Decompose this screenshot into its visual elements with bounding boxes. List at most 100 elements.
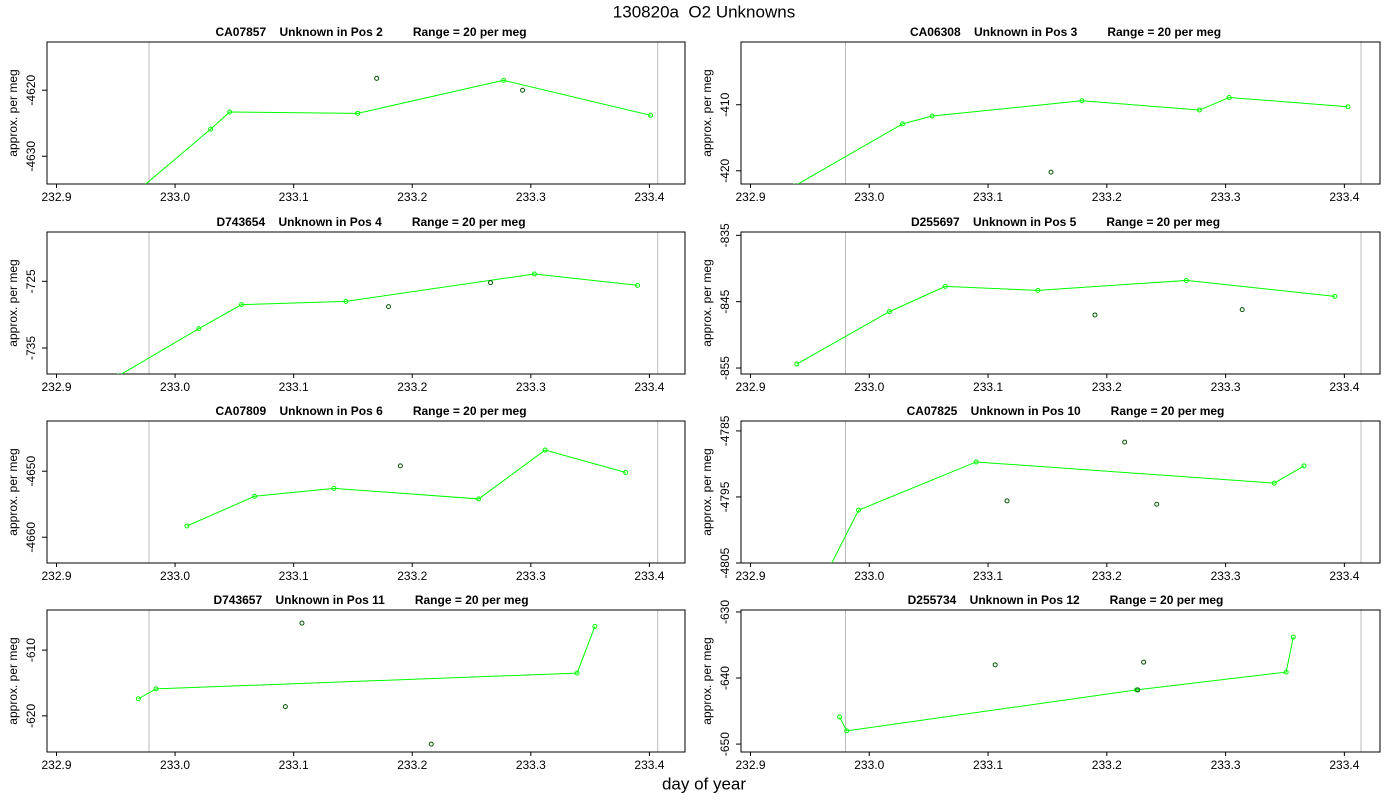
x-tick-label: 233.4 [1329,190,1359,204]
x-tick-label: 233.1 [973,569,1003,583]
y-axis-label: approx. per meg [6,448,20,535]
data-point [501,77,507,83]
data-point [252,493,258,499]
y-axis-label: approx. per meg [700,637,714,724]
panel: D743657 Unknown in Pos 11 Range = 20 per… [6,593,686,772]
x-tick-label: 233.0 [854,190,884,204]
panel: CA07809 Unknown in Pos 6 Range = 20 per … [6,404,686,583]
series-line [796,279,1335,365]
data-point [1004,498,1010,504]
y-tick-label: -845 [718,289,732,313]
y-tick-label: -855 [718,356,732,380]
panel-title: CA07857 Unknown in Pos 2 Range = 20 per … [215,25,526,39]
y-tick-label: -835 [718,223,732,247]
data-point [374,75,380,81]
panel-title: D255734 Unknown in Pos 12 Range = 20 per… [908,593,1224,607]
plot-frame [740,609,1381,753]
data-point [837,714,843,720]
data-point [942,283,948,289]
x-tick-label: 232.9 [41,758,71,772]
data-point [428,741,434,747]
panel: D743654 Unknown in Pos 4 Range = 20 per … [6,215,686,394]
y-tick-label: -4805 [718,547,732,578]
y-tick-label: -650 [718,732,732,756]
data-point [531,271,537,277]
data-point [1345,104,1351,110]
plot-area [184,447,629,529]
x-tick-label: 233.3 [516,569,546,583]
data-point [1290,634,1296,640]
data-point [574,670,580,676]
data-point [992,662,998,668]
y-tick-label: -4795 [718,481,732,512]
data-point [282,704,288,710]
panel-title: CA07809 Unknown in Pos 6 Range = 20 per … [215,404,526,418]
data-point [1154,501,1160,507]
y-axis-label: approx. per meg [6,637,20,724]
data-point [153,686,159,692]
x-tick-label: 233.1 [279,190,309,204]
x-tick-label: 232.9 [735,190,765,204]
y-tick-label: -4785 [718,415,732,446]
x-tick-label: 233.0 [854,380,884,394]
plot-area [792,94,1351,184]
data-point [116,373,120,374]
y-axis-label: approx. per meg [700,69,714,156]
x-tick-label: 233.4 [634,190,664,204]
panel-title: D743657 Unknown in Pos 11 Range = 20 per… [213,593,528,607]
plot-frame [46,231,686,375]
data-point [794,361,800,367]
data-point [635,282,641,288]
series-line [120,273,638,374]
data-point [1141,659,1147,665]
x-tick-label: 233.4 [634,569,664,583]
x-tick-label: 233.3 [516,758,546,772]
data-point [137,187,141,191]
data-point [520,87,526,93]
x-tick-label: 233.0 [854,569,884,583]
data-point [299,620,305,626]
x-tick-label: 233.2 [1092,569,1122,583]
y-tick-label: -4660 [24,522,38,553]
panel: D255697 Unknown in Pos 5 Range = 20 per … [700,215,1381,394]
x-tick-label: 233.2 [1092,190,1122,204]
x-tick-label: 233.2 [1092,758,1122,772]
data-point [1271,480,1277,486]
data-point [1283,669,1289,675]
y-axis-label: approx. per meg [700,259,714,346]
data-point [238,302,244,308]
plot-area [837,634,1296,734]
data-point [227,109,233,115]
plot-frame [46,41,686,185]
y-tick-label: -4620 [24,75,38,106]
y-tick-label: -620 [24,704,38,728]
data-point [1035,287,1041,293]
data-point [592,623,598,629]
data-point [397,463,403,469]
x-tick-label: 233.2 [397,569,427,583]
panel-title: D255697 Unknown in Pos 5 Range = 20 per … [911,215,1220,229]
data-point [542,447,548,453]
x-axis-label: day of year [662,774,746,793]
x-tick-label: 232.9 [735,569,765,583]
plot-frame [46,420,686,564]
data-point [1048,169,1054,175]
data-point [623,470,629,476]
data-point [331,485,337,491]
data-point [343,298,349,304]
data-point [1183,277,1189,283]
data-point [1092,312,1098,318]
series-line [796,96,1348,184]
y-axis-label: approx. per meg [700,448,714,535]
data-point [208,126,214,132]
x-tick-label: 232.9 [41,569,71,583]
plot-area [794,277,1338,367]
x-tick-label: 232.9 [41,380,71,394]
plot-area [116,271,641,374]
data-point [1079,98,1085,104]
series-line [144,79,651,184]
x-tick-label: 233.3 [516,190,546,204]
data-point [1196,107,1202,113]
data-point [488,280,494,286]
